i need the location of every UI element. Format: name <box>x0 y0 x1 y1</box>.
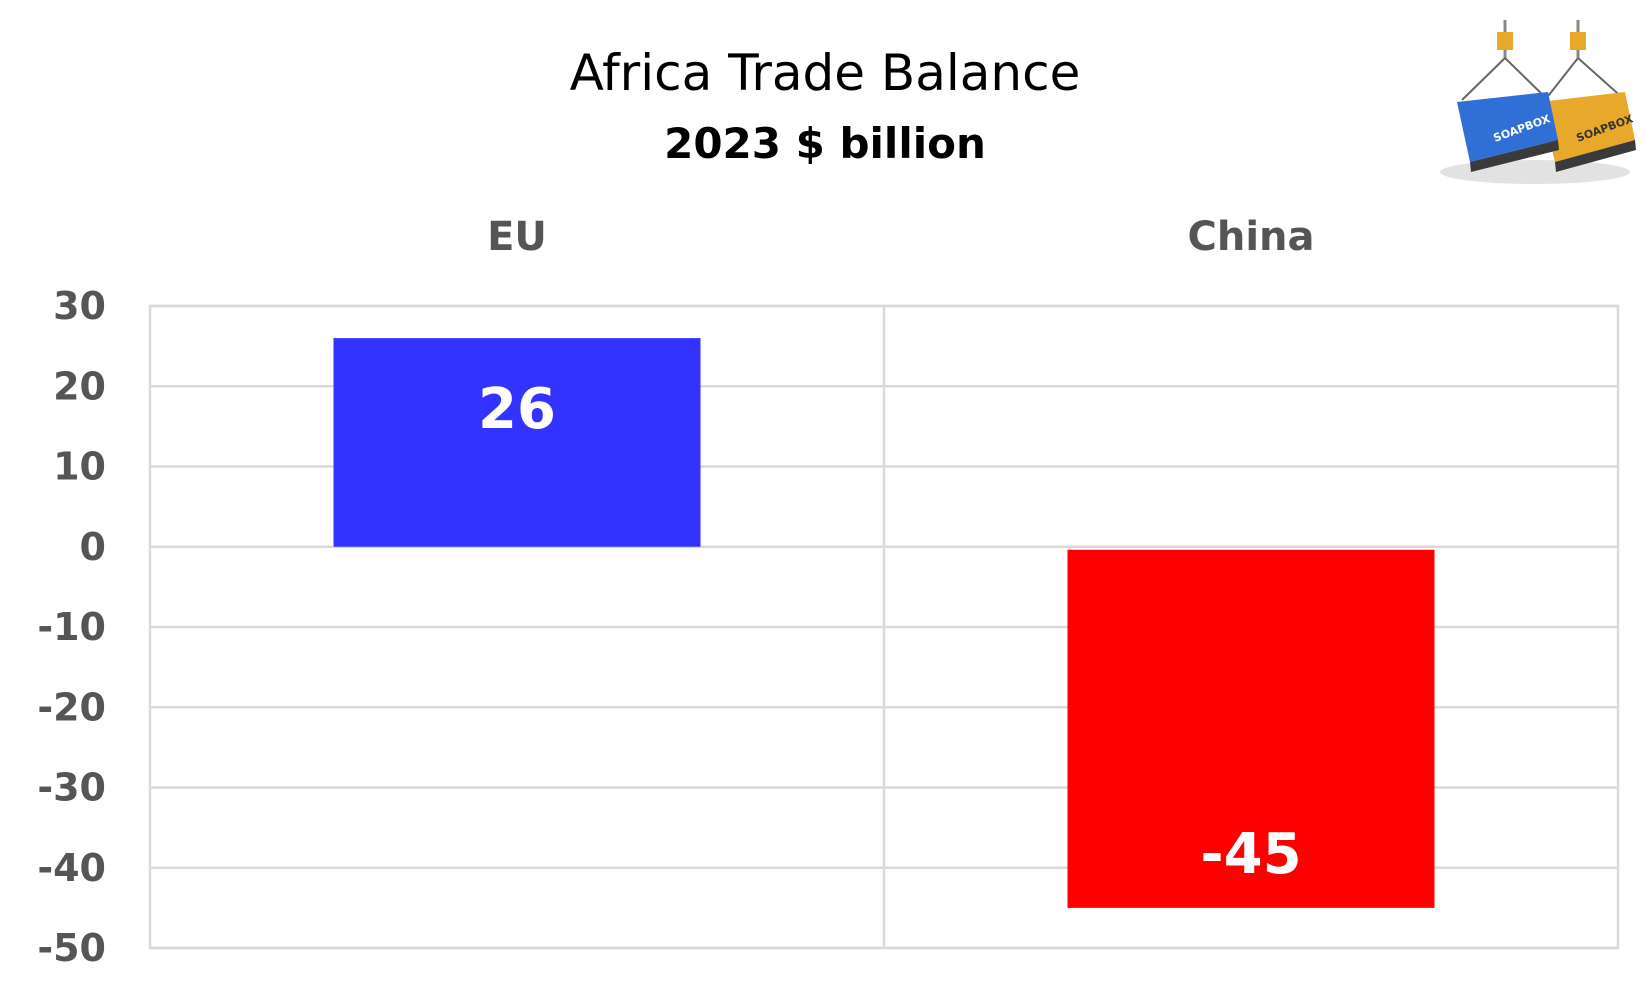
bars <box>333 338 1435 908</box>
logo-sling <box>1461 57 1506 101</box>
labels: 30 20 10 0 -10 -20 -30 -40 -50 EU 26 China -45 <box>37 214 1314 970</box>
y-tick-label: -40 <box>37 846 106 890</box>
bar <box>1067 549 1435 908</box>
logo-container-yellow-base <box>1555 140 1636 172</box>
y-tick-label: -50 <box>37 926 106 970</box>
bar <box>333 338 701 547</box>
chart-subtitle: 2023 $ billion <box>664 119 986 168</box>
data-label: 26 <box>478 377 556 442</box>
logo-hook <box>1497 32 1513 50</box>
soapbox-logo: SOAPBOX SOAPBOX <box>1440 20 1636 184</box>
y-tick-label: 20 <box>53 364 106 408</box>
y-tick-label: -10 <box>37 605 106 649</box>
logo-container-blue-base <box>1470 140 1559 172</box>
logo-shadow <box>1440 160 1630 184</box>
y-tick-label: 0 <box>80 525 106 569</box>
logo-sling <box>1544 57 1579 101</box>
y-tick-label: -30 <box>37 766 106 810</box>
category-label: EU <box>487 214 547 260</box>
y-tick-label: 30 <box>53 284 106 328</box>
plot-frame <box>148 304 1620 950</box>
logo-container-yellow <box>1540 92 1635 162</box>
chart-title: Africa Trade Balance <box>570 44 1081 102</box>
y-tick-label: 10 <box>53 445 106 489</box>
logo-hook <box>1570 32 1586 50</box>
y-tick-label: -20 <box>37 685 106 729</box>
logo-container-blue <box>1457 92 1558 162</box>
data-label: -45 <box>1200 822 1301 887</box>
category-label: China <box>1187 214 1314 260</box>
